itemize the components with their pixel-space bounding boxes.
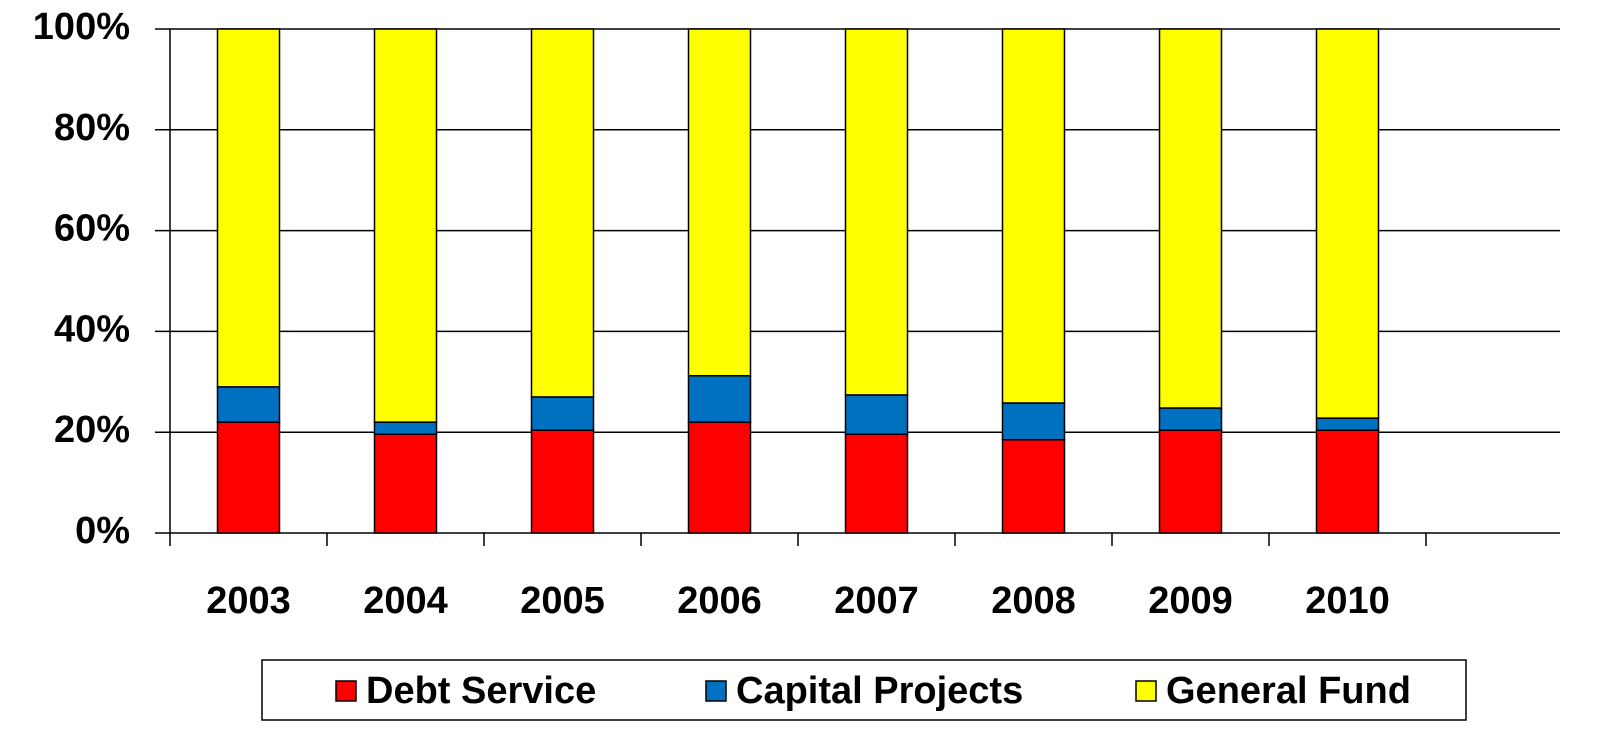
bar-segment bbox=[687, 28, 752, 377]
bar-segment bbox=[687, 421, 752, 534]
bar-segment bbox=[1001, 28, 1066, 404]
bar-segment bbox=[1158, 407, 1223, 431]
x-tick-label: 2009 bbox=[1148, 580, 1233, 622]
bar-segment bbox=[373, 433, 438, 534]
bar-segment bbox=[373, 421, 438, 435]
y-tick-label: 80% bbox=[54, 107, 130, 149]
bar-segment bbox=[216, 386, 281, 423]
bar-segment bbox=[1001, 402, 1066, 441]
bar-segment bbox=[373, 28, 438, 423]
y-tick-label: 60% bbox=[54, 208, 130, 250]
legend-label: Debt Service bbox=[366, 670, 596, 712]
x-tick-label: 2008 bbox=[991, 580, 1076, 622]
bar-segment bbox=[1315, 429, 1380, 534]
bar-segment bbox=[530, 429, 595, 534]
x-tick-label: 2003 bbox=[206, 580, 291, 622]
bar-segment bbox=[216, 421, 281, 534]
legend-label: Capital Projects bbox=[736, 670, 1023, 712]
x-tick-label: 2010 bbox=[1305, 580, 1390, 622]
legend-swatch bbox=[1135, 680, 1157, 702]
legend-box bbox=[261, 659, 1467, 721]
bar-segment bbox=[530, 396, 595, 431]
bar-segment bbox=[1158, 28, 1223, 409]
bar-segment bbox=[1315, 417, 1380, 431]
bar-segment bbox=[844, 28, 909, 396]
bar-segment bbox=[844, 394, 909, 435]
y-tick-label: 20% bbox=[54, 409, 130, 451]
bar-segment bbox=[844, 433, 909, 534]
legend-swatch bbox=[335, 680, 357, 702]
x-tick-label: 2004 bbox=[363, 580, 448, 622]
legend-label: General Fund bbox=[1166, 670, 1411, 712]
legend-swatch bbox=[705, 680, 727, 702]
bar-segment bbox=[1158, 429, 1223, 534]
bar-segment bbox=[216, 28, 281, 388]
x-tick-label: 2007 bbox=[834, 580, 919, 622]
y-tick-label: 40% bbox=[54, 308, 130, 350]
bar-segment bbox=[530, 28, 595, 398]
y-tick-label: 100% bbox=[33, 6, 130, 48]
bar-segment bbox=[1001, 439, 1066, 534]
bar-segment bbox=[1315, 28, 1380, 419]
x-tick-label: 2005 bbox=[520, 580, 605, 622]
bar-segment bbox=[687, 375, 752, 423]
y-tick-label: 0% bbox=[75, 510, 130, 552]
x-tick-label: 2006 bbox=[677, 580, 762, 622]
